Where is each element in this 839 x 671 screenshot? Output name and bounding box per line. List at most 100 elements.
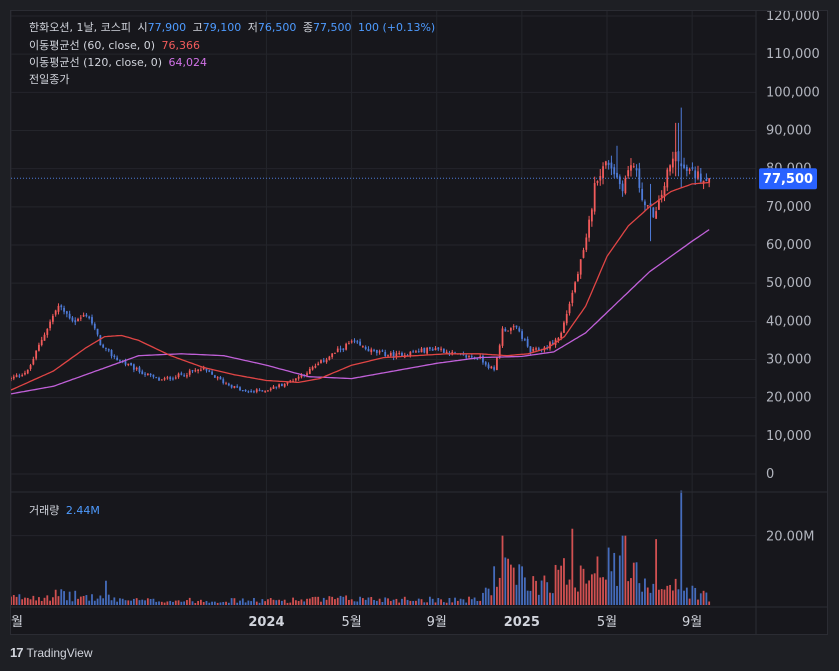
- candle-body: [691, 167, 694, 169]
- candle-body: [219, 376, 222, 380]
- candle-body: [65, 311, 68, 314]
- volume-bar: [65, 600, 68, 605]
- volume-legend[interactable]: 거래량 2.44M: [29, 502, 103, 518]
- candle-body: [367, 348, 370, 352]
- volume-bar: [487, 588, 490, 605]
- volume-bar: [560, 565, 563, 605]
- candle-body: [627, 170, 630, 177]
- candle-body: [663, 185, 666, 197]
- volume-value: 2.44M: [65, 504, 100, 517]
- volume-bar: [258, 602, 261, 605]
- ma120-legend[interactable]: 이동평균선 (120, close, 0) 64,024: [29, 54, 210, 70]
- volume-bar: [540, 580, 543, 605]
- x-tick-label: 9월: [682, 615, 702, 630]
- y-tick-label: 10,000: [766, 429, 812, 444]
- candle-body: [641, 188, 644, 200]
- volume-bar: [93, 600, 96, 605]
- candle-body: [21, 375, 24, 377]
- candle-body: [213, 375, 216, 378]
- candle-body: [255, 389, 258, 392]
- candle-body: [119, 360, 121, 362]
- volume-bar: [599, 577, 602, 605]
- y-tick-label: 30,000: [766, 353, 812, 368]
- tradingview-brand[interactable]: 17 TradingView: [10, 645, 93, 660]
- prev-close-legend[interactable]: 전일종가: [29, 71, 72, 87]
- candle-body: [476, 358, 479, 360]
- volume-bar: [289, 602, 292, 605]
- candle-body: [54, 310, 57, 315]
- volume-bar: [194, 603, 197, 605]
- candle-body: [565, 313, 568, 324]
- candle-body: [705, 178, 708, 181]
- volume-bar: [429, 596, 431, 605]
- candle-body: [465, 355, 468, 358]
- volume-bar: [523, 577, 526, 605]
- volume-bar: [205, 600, 208, 605]
- volume-bar: [381, 601, 384, 605]
- candle-body: [563, 322, 565, 333]
- volume-bar: [361, 598, 364, 605]
- candle-body: [74, 320, 77, 323]
- volume-bar: [183, 601, 186, 605]
- volume-bar: [102, 598, 105, 605]
- candle-body: [507, 330, 509, 332]
- volume-bar: [563, 558, 565, 605]
- candle-body: [655, 211, 658, 219]
- candle-body: [669, 165, 671, 172]
- ma60-legend[interactable]: 이동평균선 (60, close, 0) 76,366: [29, 37, 203, 53]
- volume-bar: [169, 600, 172, 605]
- volume-bar: [593, 573, 596, 605]
- volume-bar: [51, 597, 54, 605]
- candle-body: [445, 351, 448, 354]
- volume-bar: [683, 590, 685, 605]
- volume-bar: [239, 600, 241, 605]
- volume-bar: [116, 601, 119, 605]
- volume-bar: [272, 599, 275, 605]
- candle-body: [610, 162, 613, 169]
- candle-body: [208, 370, 211, 372]
- candle-body: [364, 346, 367, 350]
- candle-body: [348, 343, 350, 345]
- volume-bar: [490, 595, 493, 605]
- volume-bar: [119, 598, 121, 605]
- volume-bar: [607, 547, 610, 605]
- volume-bar: [317, 596, 320, 605]
- candle-body: [322, 360, 325, 362]
- candle-body: [381, 350, 384, 352]
- volume-bar: [364, 599, 367, 605]
- candle-body: [426, 347, 429, 354]
- candle-body: [512, 326, 515, 328]
- symbol-info[interactable]: 한화오션, 1날, 코스피: [29, 21, 131, 34]
- candle-body: [359, 341, 361, 346]
- high-value: 79,100: [202, 21, 242, 34]
- candle-body: [314, 365, 317, 368]
- volume-bar: [322, 597, 325, 605]
- chart-canvas[interactable]: 0 10,000 20,000 30,000 40,000 50,000 60,000 70,…: [11, 11, 827, 634]
- volume-bar: [172, 601, 174, 605]
- volume-bar: [320, 601, 322, 605]
- chart-frame[interactable]: 0 10,000 20,000 30,000 40,000 50,000 60,000 70,…: [10, 10, 828, 635]
- volume-bar: [621, 535, 624, 605]
- volume-bar: [546, 582, 549, 605]
- volume-bar: [632, 562, 635, 605]
- volume-bar: [604, 579, 607, 605]
- candle-body: [227, 383, 230, 386]
- volume-bar: [588, 580, 590, 605]
- candle-body: [585, 237, 588, 250]
- y-tick-label: 40,000: [766, 314, 812, 329]
- volume-bar: [43, 597, 46, 605]
- volume-bar: [60, 589, 63, 605]
- candle-body: [336, 348, 339, 352]
- candle-body: [211, 371, 213, 375]
- volume-bar: [468, 596, 470, 605]
- axes: 0 10,000 20,000 30,000 40,000 50,000 60,000 70,…: [11, 11, 827, 634]
- candle-body: [130, 362, 132, 365]
- candle-body: [353, 340, 356, 342]
- volume-bar: [174, 600, 177, 605]
- candle-body: [501, 328, 504, 346]
- candle-body: [699, 173, 702, 182]
- candle-body: [186, 375, 188, 377]
- candle-body: [306, 373, 308, 376]
- volume-bar: [213, 601, 216, 605]
- low-value: 76,500: [257, 21, 297, 34]
